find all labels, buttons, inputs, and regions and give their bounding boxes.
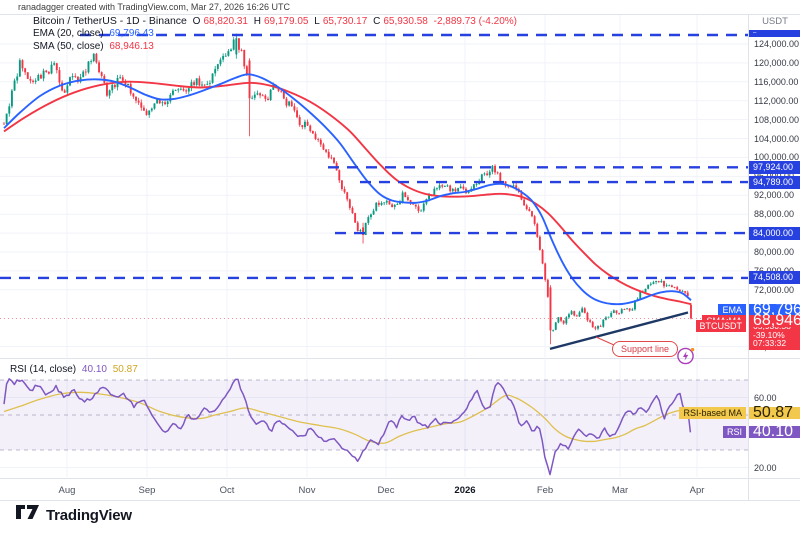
price-tick: 92,000.00: [754, 190, 795, 201]
last-price-countdown: 07:33:32: [753, 338, 787, 349]
symbol-name-tag: BTCUSDT: [695, 319, 746, 332]
price-level-label: –: [749, 30, 800, 37]
sma-legend-value: 68,946.13: [109, 41, 154, 52]
rsi-legend-row[interactable]: RSI (14, close) 40.10 50.87: [10, 364, 141, 375]
price-tick: 108,000.00: [754, 114, 800, 125]
watermark-text: ranadagger created with TradingView.com,…: [18, 2, 290, 12]
price-tick: 112,000.00: [754, 95, 799, 106]
widget-bottom-border: [0, 500, 800, 501]
sma-value-tag: 68,946.13: [749, 313, 800, 329]
time-tick-apr: Apr: [689, 485, 705, 496]
time-tick-nov: Nov: [298, 485, 316, 496]
low-value: 65,730.17: [322, 16, 368, 27]
rsi-tick: 60.00: [754, 392, 777, 403]
price-tick: 80,000.00: [754, 246, 795, 257]
axis-currency-label: USDT: [749, 16, 800, 31]
price-level-label: 84,000.00: [749, 226, 800, 240]
last-price-change_pct: -39.10%: [753, 329, 785, 340]
price-tick: 88,000.00: [754, 209, 795, 220]
sma-legend-row[interactable]: SMA (50, close) 68,946.13: [33, 41, 157, 52]
rsi-ma-name-tag: RSI-based MA: [679, 407, 746, 420]
price-level-label: 97,924.00: [749, 160, 800, 174]
sma-legend-name: SMA (50, close): [33, 41, 104, 52]
time-tick-dec: Dec: [377, 485, 395, 496]
close-value: 65,930.58: [383, 16, 428, 27]
ema-legend-row[interactable]: EMA (20, close) 69,796.43: [33, 28, 157, 39]
price-tick: 76,000.00: [754, 266, 794, 276]
tradingview-logo-text: TradingView: [46, 506, 132, 524]
price-axis[interactable]: USDT 124,000.00 120,000.00 116,000.00 112,0…: [748, 14, 800, 500]
price-tick: 104,000.00: [754, 133, 800, 144]
change-value: -2,889.73 (-4.20%): [433, 16, 517, 27]
ema-legend-value: 69,796.43: [109, 28, 154, 39]
close-label: C: [373, 16, 381, 27]
time-tick-2026: 2026: [454, 485, 476, 496]
high-value: 69,179.05: [263, 16, 309, 27]
time-tick-sep: Sep: [138, 485, 156, 496]
time-tick-mar: Mar: [611, 485, 629, 496]
price-level-label: 74,508.00: [749, 271, 800, 285]
symbol-legend-row[interactable]: Bitcoin / TetherUS - 1D - Binance O 68,82…: [33, 15, 520, 27]
low-label: L: [314, 16, 320, 27]
rsi-ma-legend-value: 50.87: [112, 364, 138, 375]
time-axis[interactable]: Aug Sep Oct Nov Dec 2026 Feb Mar Apr: [0, 478, 800, 501]
time-tick-feb: Feb: [536, 485, 554, 496]
rsi-ma-value-tag: 50.87: [749, 405, 800, 421]
rsi-tick: 20.00: [754, 462, 777, 473]
price-tick: 124,000.00: [754, 39, 800, 49]
flash-reaction-icon[interactable]: [676, 346, 696, 366]
price-tick: 72,000.00: [754, 284, 795, 295]
tradingview-logo-icon: [16, 504, 40, 526]
price-level-label: 94,789.00: [749, 175, 800, 189]
open-label: O: [192, 16, 201, 27]
time-tick-oct: Oct: [219, 485, 235, 496]
rsi-legend-name: RSI (14, close): [10, 364, 77, 375]
rsi-name-tag: RSI: [722, 426, 746, 439]
rsi-legend-value: 40.10: [81, 364, 107, 375]
support-line-callout[interactable]: Support line: [612, 341, 679, 357]
open-value: 68,820.31: [203, 16, 248, 27]
ema-value-tag: 69,796.43: [749, 302, 800, 318]
price-tick: 120,000.00: [754, 57, 800, 68]
price-tick: 100,000.00: [754, 152, 800, 163]
price-tick: 116,000.00: [754, 76, 799, 87]
high-label: H: [253, 16, 261, 27]
ema-legend-name: EMA (20, close): [33, 28, 104, 39]
pane-separator[interactable]: [0, 358, 800, 359]
rsi-value-tag: 40.10: [749, 424, 800, 440]
time-tick-aug: Aug: [58, 485, 76, 496]
widget-top-border: [0, 14, 800, 15]
symbol-title[interactable]: Bitcoin / TetherUS - 1D - Binance: [33, 15, 187, 27]
tradingview-logo[interactable]: TradingView: [16, 504, 132, 526]
ema-name-tag: EMA: [718, 304, 746, 317]
